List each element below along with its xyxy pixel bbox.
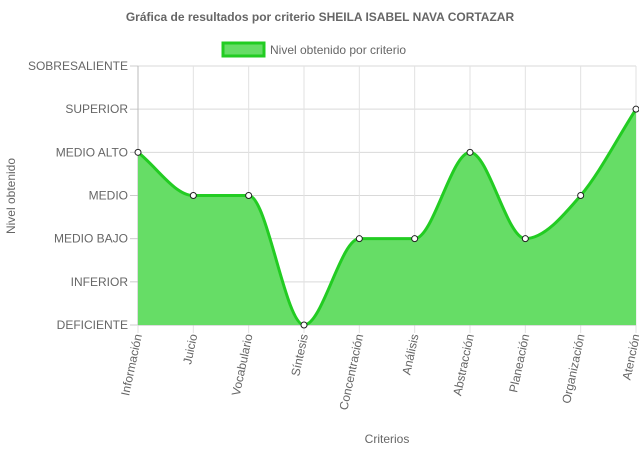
points-layer: [134, 105, 639, 329]
data-point[interactable]: [300, 321, 308, 329]
legend-swatch: [221, 41, 266, 58]
x-tick-label: Información: [118, 333, 145, 397]
y-tick-label: SOBRESALIENTE: [28, 59, 128, 73]
y-axis-ticks: DEFICIENTE INFERIOR MEDIO BAJO MEDIO MEDIO A…: [28, 59, 128, 332]
y-tick-label: DEFICIENTE: [57, 318, 128, 332]
data-point[interactable]: [466, 148, 474, 156]
x-tick-label: Concentración: [336, 333, 366, 412]
x-tick-label: Análisis: [399, 333, 421, 376]
x-tick-label: Atención: [620, 333, 639, 382]
x-tick-label: Vocabulario: [229, 332, 256, 397]
y-axis-title: Nivel obtenido: [4, 158, 18, 234]
x-tick-label: Juicio: [180, 332, 200, 365]
data-point[interactable]: [355, 235, 363, 243]
data-point[interactable]: [521, 235, 529, 243]
series-layer: [137, 108, 638, 327]
x-tick-label: Planeación: [506, 333, 532, 394]
x-axis-ticks: Información Juicio Vocabulario Síntesis Conc…: [118, 332, 639, 411]
x-tick-label: Organización: [559, 333, 587, 405]
y-tick-label: MEDIO ALTO: [56, 145, 128, 159]
y-tick-label: MEDIO BAJO: [54, 232, 128, 246]
x-tick-label: Síntesis: [288, 333, 311, 378]
data-point[interactable]: [411, 235, 419, 243]
data-point[interactable]: [245, 192, 253, 199]
series-area: [138, 109, 636, 326]
y-tick-label: MEDIO: [89, 189, 128, 203]
legend[interactable]: Nivel obtenido por criterio: [221, 41, 406, 58]
x-axis-title: Criterios: [365, 432, 410, 446]
chart-title: Gráfica de resultados por criterio SHEIL…: [126, 10, 515, 24]
data-point[interactable]: [577, 192, 585, 199]
data-point[interactable]: [134, 148, 142, 156]
y-tick-label: SUPERIOR: [65, 102, 128, 116]
data-point[interactable]: [632, 105, 639, 113]
data-point[interactable]: [189, 192, 197, 199]
series-line: [137, 108, 638, 327]
legend-label: Nivel obtenido por criterio: [270, 43, 406, 57]
y-tick-label: INFERIOR: [71, 275, 129, 289]
x-tick-label: Abstracción: [450, 333, 477, 397]
